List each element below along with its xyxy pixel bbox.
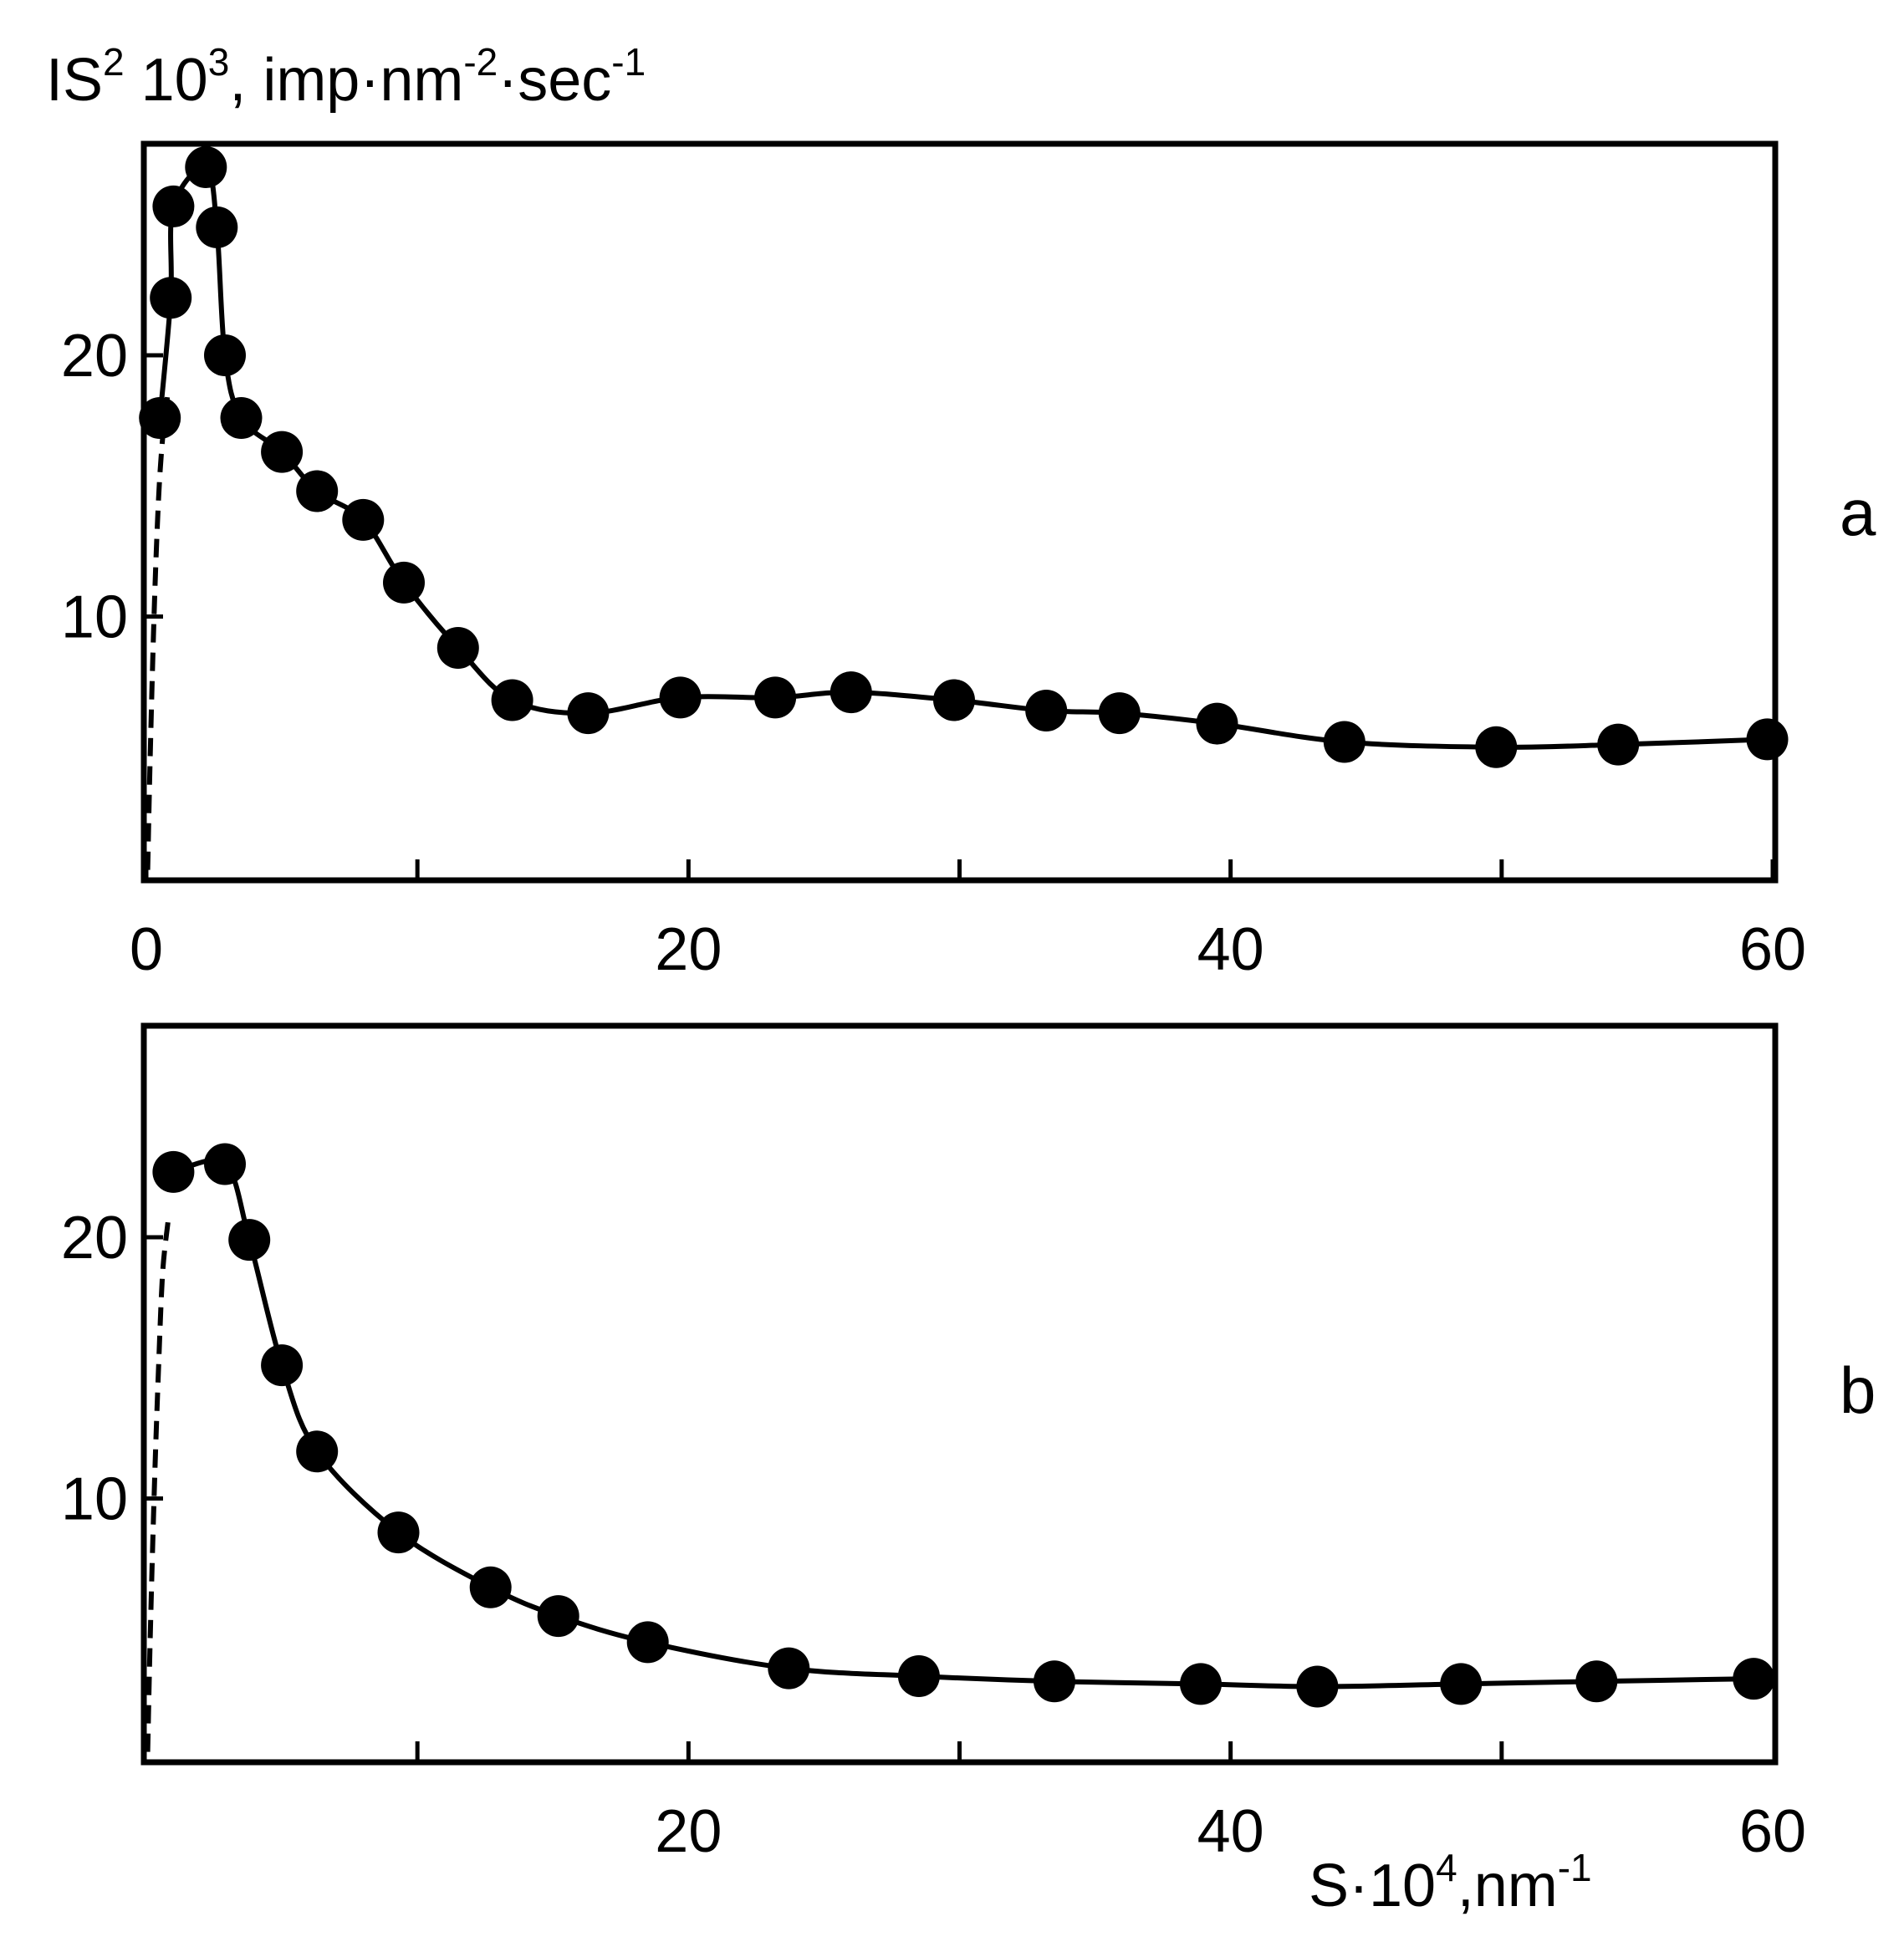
panel-a-frame — [140, 140, 1779, 884]
panel-b-data-point — [1440, 1663, 1483, 1705]
panel-a-data-point — [220, 397, 263, 439]
panel-a-data-point — [342, 498, 385, 541]
panel-b-data-point — [1034, 1660, 1075, 1703]
y-title-sup1: 2 — [103, 40, 125, 84]
y-title-base: IS — [46, 47, 103, 114]
panel-b-ticks — [146, 1235, 1504, 1760]
x-title-sup: 4 — [1436, 1846, 1457, 1889]
y-title-sup3: -2 — [463, 40, 498, 84]
panel-b-data-point — [1180, 1663, 1222, 1705]
panel-b-points — [152, 1143, 1775, 1708]
panel-b-data-point — [296, 1430, 339, 1473]
panel-a-data-point — [1323, 721, 1365, 763]
panel-b: 20 40 60 10 20 b — [61, 1022, 1876, 1865]
panel-a-series-line — [157, 164, 1768, 750]
panel-b-y-tick-label: 10 — [61, 1466, 128, 1533]
panel-b-data-point — [537, 1595, 579, 1638]
panel-b-frame — [140, 1022, 1779, 1766]
panel-b-x-tick-label: 20 — [655, 1798, 722, 1865]
panel-b-letter: b — [1840, 1353, 1876, 1427]
panel-a-data-point — [383, 561, 425, 604]
panel-a-data-point — [829, 671, 872, 714]
panel-a-tick-labels: 0 20 40 60 10 20 — [61, 323, 1806, 983]
panel-b-data-point — [261, 1344, 304, 1387]
panel-a-data-point — [1025, 690, 1068, 731]
x-title-base: S·10 — [1309, 1853, 1436, 1919]
panel-a-data-point — [196, 206, 238, 248]
panel-b-tick-labels: 20 40 60 10 20 — [61, 1205, 1806, 1865]
panel-b-data-point — [626, 1621, 669, 1664]
panel-a-data-point — [296, 470, 339, 512]
panel-a-data-point — [152, 185, 195, 227]
panel-b-data-point — [1296, 1665, 1339, 1708]
panel-b-x-tick-label: 40 — [1197, 1798, 1264, 1865]
panel-a-x-tick-label: 20 — [655, 916, 722, 983]
panel-a-data-point — [1746, 718, 1789, 761]
panel-a-data-point — [567, 692, 610, 735]
x-title-rest: ,nm — [1457, 1853, 1558, 1919]
panel-b-series-line — [172, 1158, 1754, 1690]
panel-a-x-tick-label: 0 — [130, 916, 163, 983]
x-axis-title: S·104,nm-1 — [1309, 1846, 1592, 1919]
panel-a-data-point — [933, 679, 975, 721]
panel-a-data-point — [491, 679, 533, 721]
panel-a-data-point — [754, 676, 797, 719]
panel-a-data-point — [1475, 726, 1518, 768]
panel-b-data-point — [377, 1511, 420, 1554]
panel-a-y-tick-label: 10 — [61, 584, 128, 651]
y-title-mid: 10 — [125, 47, 208, 114]
panel-a-data-point — [436, 627, 479, 669]
panel-a-data-point — [1196, 702, 1238, 745]
panel-a-dashed-extrapolation — [145, 391, 171, 870]
panel-a-data-point — [1098, 692, 1141, 735]
panel-b-data-point — [152, 1150, 195, 1193]
panel-a-data-point — [261, 431, 304, 473]
panel-b-data-point — [1733, 1658, 1775, 1700]
panel-b-data-point — [228, 1219, 271, 1261]
panel-a-y-tick-label: 20 — [61, 323, 128, 390]
y-title-rest2: ·sec — [498, 47, 611, 114]
panel-a-points — [139, 146, 1789, 768]
panel-b-x-tick-label: 60 — [1739, 1798, 1806, 1865]
panel-a-data-point — [139, 397, 181, 439]
panel-b-data-point — [768, 1647, 810, 1690]
panel-b-data-point — [1575, 1660, 1618, 1703]
panel-b-data-point — [204, 1143, 246, 1185]
panel-a: 0 20 40 60 10 20 a — [61, 140, 1876, 983]
y-title-sup4: -1 — [611, 40, 646, 84]
x-title-sup2: -1 — [1558, 1846, 1592, 1889]
panel-a-data-point — [1597, 723, 1640, 766]
panel-b-dashed-extrapolation — [145, 1221, 171, 1752]
panel-b-y-tick-label: 20 — [61, 1205, 128, 1272]
panel-b-data-point — [897, 1655, 940, 1697]
panel-a-data-point — [659, 676, 702, 719]
panel-a-data-point — [150, 277, 192, 319]
panel-b-data-point — [469, 1566, 512, 1608]
panel-a-data-point — [204, 334, 246, 376]
y-axis-title: IS2 103, imp·nm-2·sec-1 — [46, 40, 646, 114]
panel-a-data-point — [185, 146, 227, 188]
panel-a-x-tick-label: 40 — [1197, 916, 1264, 983]
panel-a-ticks — [144, 353, 1775, 878]
y-title-sup2: 3 — [208, 40, 230, 84]
panel-a-x-tick-label: 60 — [1739, 916, 1806, 983]
panel-a-letter: a — [1840, 476, 1876, 549]
y-title-rest: , imp·nm — [229, 47, 463, 114]
